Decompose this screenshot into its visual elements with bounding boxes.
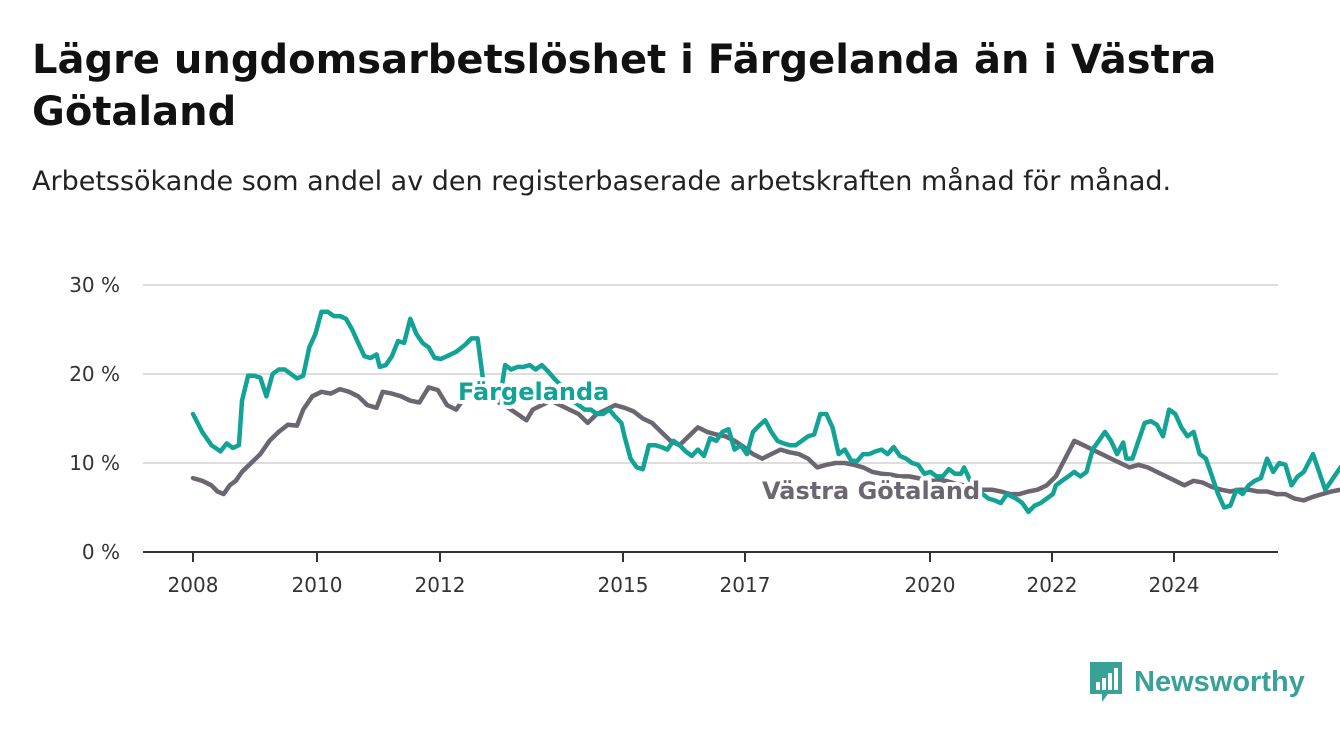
x-tick-label: 2022	[1027, 573, 1078, 597]
series-line-fargelanda	[190, 309, 1340, 515]
x-tick-label: 2015	[598, 573, 649, 597]
y-tick-label: 30 %	[69, 273, 120, 297]
x-tick-label: 2008	[168, 573, 219, 597]
bar-chart-icon	[1090, 662, 1122, 702]
series-name-vastra-gotaland-halo: Västra Götaland	[762, 477, 980, 505]
x-tick-label: 2012	[415, 573, 466, 597]
y-tick-label: 20 %	[69, 362, 120, 386]
x-tick-label: 2017	[720, 573, 771, 597]
x-axis: 2008 2010 2012 2015 2017 2020 2022 2024	[143, 551, 1278, 597]
series-name-fargelanda: Färgelanda	[458, 378, 609, 406]
series-name-fargelanda-halo: Färgelanda	[458, 378, 609, 406]
x-tick-label: 2024	[1149, 573, 1200, 597]
newsworthy-logo: Newsworthy	[1088, 660, 1305, 704]
series-name-vastra-gotaland: Västra Götaland	[762, 477, 980, 505]
y-axis-ticks: 0 % 10 % 20 % 30 %	[69, 273, 120, 564]
series-lines	[190, 309, 1340, 515]
y-tick-label: 0 %	[82, 540, 120, 564]
y-tick-label: 10 %	[69, 451, 120, 475]
chart-subtitle: Arbetssökande som andel av den registerb…	[32, 166, 1172, 197]
x-tick-label: 2010	[292, 573, 343, 597]
series-line-vastra-gotaland	[190, 385, 1340, 503]
brand-name: Newsworthy	[1134, 665, 1305, 698]
x-tick-label: 2020	[905, 573, 956, 597]
chart-title: Lägre ungdomsarbetslöshet i Färgelanda ä…	[32, 37, 1217, 135]
